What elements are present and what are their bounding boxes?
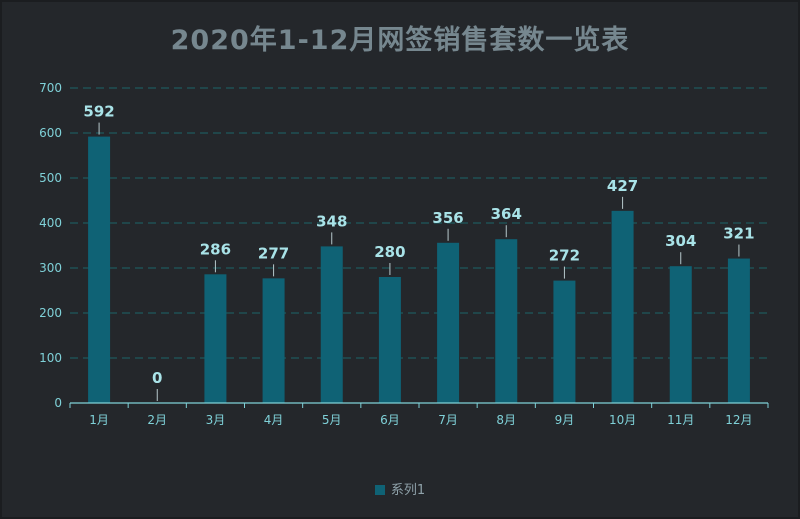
bar[interactable]: [669, 266, 692, 403]
y-tick-label: 300: [39, 261, 62, 275]
data-labels: 592 0 286 277 348 280 356 364 272 427 304 321: [83, 103, 754, 387]
gridlines: [70, 87, 768, 359]
bar[interactable]: [495, 239, 518, 403]
data-label: 356: [432, 209, 463, 227]
x-tick-label: 5月: [322, 413, 342, 427]
legend-label: 系列1: [390, 483, 426, 498]
label-leaders: [98, 122, 740, 401]
data-label: 280: [374, 243, 405, 261]
x-tick-label: 12月: [725, 413, 752, 427]
data-label: 427: [607, 177, 638, 195]
bar[interactable]: [437, 242, 460, 403]
x-tick-label: 1月: [89, 413, 109, 427]
data-label: 321: [723, 225, 754, 243]
y-tick-label: 500: [39, 171, 62, 185]
data-label: 286: [200, 240, 231, 258]
x-tick-label: 2月: [147, 413, 167, 427]
y-axis-ticks: 0 100 200 300 400 500 600 700: [39, 81, 62, 410]
data-label: 348: [316, 212, 347, 230]
data-label: 592: [83, 103, 114, 121]
x-tick-label: 3月: [206, 413, 226, 427]
y-tick-label: 100: [39, 351, 62, 365]
legend-swatch: [374, 485, 385, 495]
bar[interactable]: [262, 278, 285, 403]
chart-title: 2020年1-12月网签销售套数一览表: [170, 25, 630, 56]
data-label: 0: [152, 369, 162, 387]
bar[interactable]: [88, 136, 111, 403]
data-label: 272: [549, 247, 580, 265]
x-tick-label: 6月: [380, 413, 400, 427]
bar[interactable]: [611, 210, 634, 403]
bar[interactable]: [378, 277, 401, 403]
y-tick-label: 400: [39, 216, 62, 230]
x-tick-label: 11月: [667, 413, 694, 427]
y-tick-label: 0: [54, 396, 62, 410]
x-axis-ticks: 1月 2月 3月 4月 5月 6月 7月 8月 9月 10月 11月 12月: [69, 403, 769, 427]
legend[interactable]: 系列1: [0, 479, 800, 498]
x-tick-label: 7月: [438, 413, 458, 427]
bar[interactable]: [204, 274, 227, 403]
y-tick-label: 200: [39, 306, 62, 320]
bars: [88, 136, 750, 403]
bar[interactable]: [553, 280, 576, 403]
x-tick-label: 10月: [609, 413, 636, 427]
bar[interactable]: [727, 258, 750, 403]
data-label: 304: [665, 232, 696, 250]
bar[interactable]: [320, 246, 343, 403]
x-tick-label: 4月: [264, 413, 284, 427]
data-label: 277: [258, 244, 289, 262]
data-label: 364: [491, 205, 522, 223]
y-tick-label: 700: [39, 81, 62, 95]
y-tick-label: 600: [39, 126, 62, 140]
x-tick-label: 8月: [496, 413, 516, 427]
x-tick-label: 9月: [555, 413, 575, 427]
